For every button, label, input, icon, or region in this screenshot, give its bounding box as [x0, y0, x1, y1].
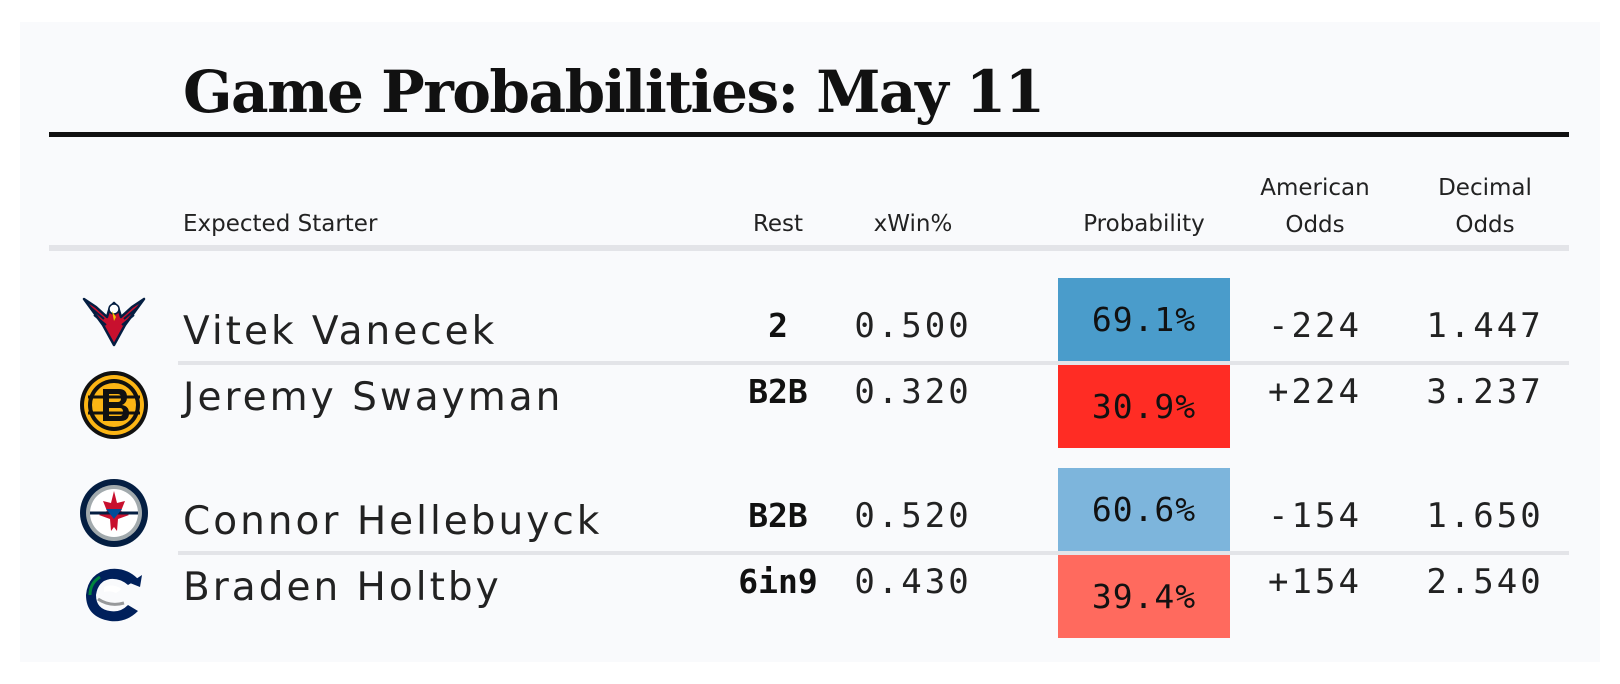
- american-odds-value: +224: [1268, 372, 1362, 412]
- header-probability: Probability: [1083, 211, 1205, 237]
- american-odds-value: -224: [1268, 306, 1362, 346]
- header-american-line1: American: [1260, 175, 1370, 201]
- row-divider: [178, 361, 1569, 365]
- header-xwin: xWin%: [873, 211, 953, 237]
- jets-roundel-logo: [80, 479, 148, 547]
- starter-name: Jeremy Swayman: [183, 375, 564, 420]
- american-odds-value: +154: [1268, 562, 1362, 602]
- probability-cell: 60.6%: [1058, 468, 1230, 551]
- probability-cell: 30.9%: [1058, 365, 1230, 448]
- rest-value: 2: [768, 306, 788, 345]
- starter-name: Connor Hellebuyck: [183, 499, 603, 544]
- decimal-odds-value: 1.447: [1426, 306, 1544, 346]
- starter-name: Vitek Vanecek: [183, 309, 498, 354]
- american-odds-value: -154: [1268, 496, 1362, 536]
- header-decimal-line2: Odds: [1455, 212, 1515, 238]
- starter-name: Braden Holtby: [183, 565, 502, 610]
- row-divider: [178, 551, 1569, 555]
- header-decimal-odds: Decimal Odds: [1405, 170, 1565, 244]
- canucks-orca-logo: [86, 568, 142, 622]
- header-rest: Rest: [752, 211, 804, 237]
- probability-cell: 69.1%: [1058, 278, 1230, 361]
- page-title: Game Probabilities: May 11: [183, 58, 1045, 126]
- probability-cell: 39.4%: [1058, 555, 1230, 638]
- xwin-value: 0.500: [854, 306, 972, 346]
- header-american-line2: Odds: [1285, 212, 1345, 238]
- decimal-odds-value: 2.540: [1426, 562, 1544, 602]
- capitals-eagle-logo: [82, 297, 146, 347]
- xwin-value: 0.430: [854, 562, 972, 602]
- bruins-b-logo: [80, 371, 148, 439]
- xwin-value: 0.320: [854, 372, 972, 412]
- header-rule: [49, 245, 1569, 251]
- rest-value: B2B: [748, 372, 808, 411]
- probability-value: 39.4%: [1091, 577, 1197, 616]
- header-decimal-line1: Decimal: [1438, 175, 1532, 201]
- probability-value: 69.1%: [1091, 300, 1197, 339]
- probability-value: 30.9%: [1091, 387, 1197, 426]
- decimal-odds-value: 3.237: [1426, 372, 1544, 412]
- header-expected-starter: Expected Starter: [183, 211, 378, 237]
- probabilities-card: [20, 22, 1600, 662]
- probability-value: 60.6%: [1091, 490, 1197, 529]
- header-american-odds: American Odds: [1235, 170, 1395, 244]
- rest-value: B2B: [748, 496, 808, 535]
- decimal-odds-value: 1.650: [1426, 496, 1544, 536]
- title-rule: [49, 132, 1569, 137]
- xwin-value: 0.520: [854, 496, 972, 536]
- rest-value: 6in9: [738, 562, 818, 601]
